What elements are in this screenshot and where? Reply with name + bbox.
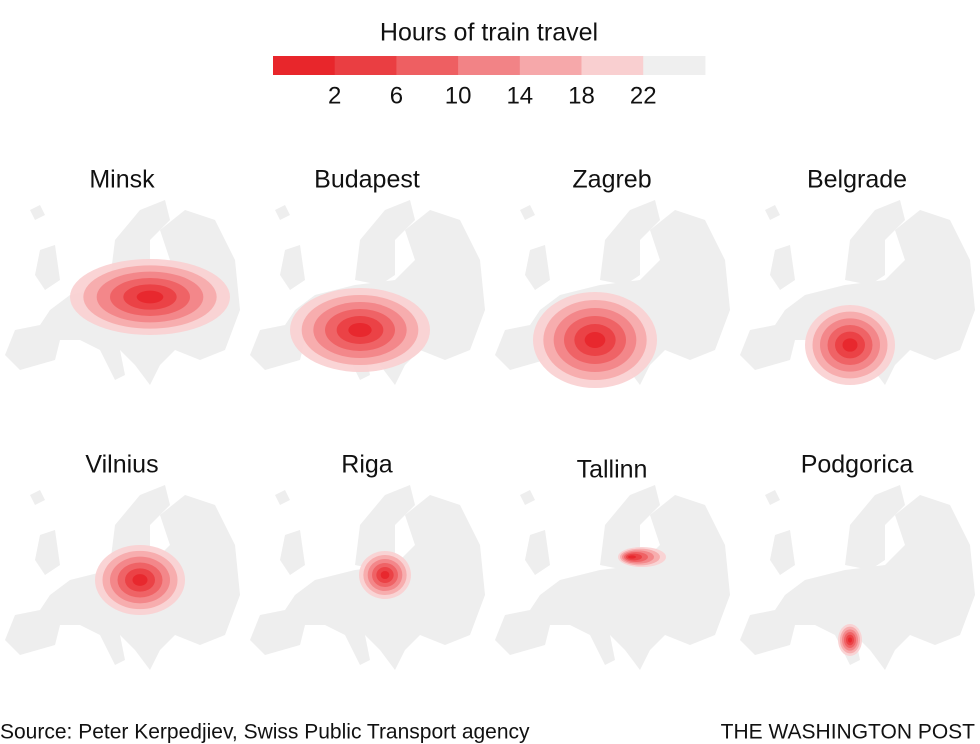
city-name: Belgrade (807, 166, 907, 194)
map-panel (250, 485, 485, 670)
map-panel (5, 200, 240, 385)
city-name: Tallinn (577, 456, 648, 484)
legend-swatch (273, 56, 336, 75)
travel-zone (136, 290, 164, 304)
legend-tick: 10 (445, 82, 472, 109)
source: Source: Peter Kerpedjiev, Swiss Public T… (0, 721, 530, 744)
legend-swatch (396, 56, 459, 75)
legend-swatch (334, 56, 397, 75)
travel-zone (842, 338, 858, 352)
city-name: Zagreb (572, 166, 651, 194)
city-name: Minsk (89, 166, 155, 194)
travel-zone (132, 574, 148, 586)
legend-tick: 2 (328, 82, 341, 109)
travel-zone (584, 332, 606, 348)
legend-tick: 6 (390, 82, 403, 109)
legend-tick: 18 (568, 82, 595, 109)
map-panel (495, 485, 730, 670)
legend-tick: 14 (506, 82, 533, 109)
map-panel (250, 200, 485, 385)
travel-zone (628, 555, 636, 559)
legend-tick: 22 (630, 82, 657, 109)
map-panel (5, 485, 240, 670)
city-name: Budapest (314, 166, 420, 194)
legend-title: Hours of train travel (380, 19, 598, 47)
travel-zone (348, 323, 372, 337)
legend-swatch (643, 56, 706, 75)
legend-swatch (458, 56, 521, 75)
credit: THE WASHINGTON POST (721, 721, 976, 744)
travel-zone (380, 571, 390, 579)
legend-swatch (581, 56, 644, 75)
travel-zone (848, 637, 852, 643)
map-panel (495, 200, 730, 388)
europe-outline (495, 485, 730, 670)
map-panel (740, 200, 975, 385)
city-name: Podgorica (801, 451, 914, 479)
city-name: Vilnius (85, 451, 158, 479)
legend-swatch (519, 56, 582, 75)
city-name: Riga (341, 451, 393, 479)
map-panel (740, 485, 975, 670)
